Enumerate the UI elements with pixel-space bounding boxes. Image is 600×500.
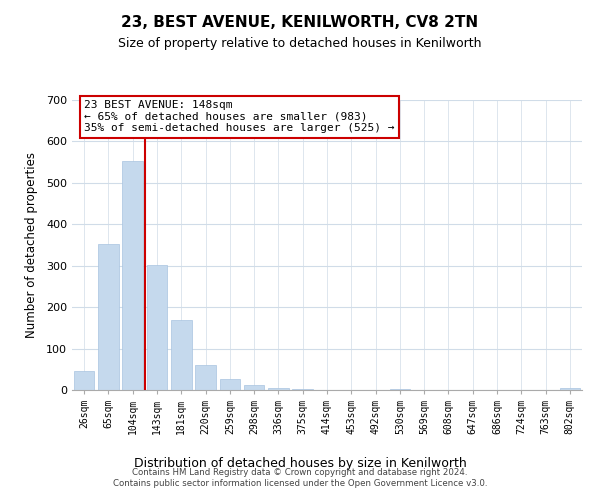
Bar <box>292 389 313 390</box>
Bar <box>98 244 119 390</box>
Text: Contains HM Land Registry data © Crown copyright and database right 2024.
Contai: Contains HM Land Registry data © Crown c… <box>113 468 487 487</box>
Bar <box>74 370 94 390</box>
Bar <box>268 388 289 390</box>
Text: Size of property relative to detached houses in Kenilworth: Size of property relative to detached ho… <box>118 38 482 51</box>
Text: Distribution of detached houses by size in Kenilworth: Distribution of detached houses by size … <box>134 457 466 470</box>
Bar <box>244 385 265 390</box>
Bar <box>171 320 191 390</box>
Bar <box>220 379 240 390</box>
Y-axis label: Number of detached properties: Number of detached properties <box>25 152 38 338</box>
Text: 23 BEST AVENUE: 148sqm
← 65% of detached houses are smaller (983)
35% of semi-de: 23 BEST AVENUE: 148sqm ← 65% of detached… <box>84 100 395 133</box>
Bar <box>560 388 580 390</box>
Bar <box>389 389 410 390</box>
Bar <box>195 365 216 390</box>
Bar <box>122 161 143 390</box>
Text: 23, BEST AVENUE, KENILWORTH, CV8 2TN: 23, BEST AVENUE, KENILWORTH, CV8 2TN <box>121 15 479 30</box>
Bar <box>146 265 167 390</box>
